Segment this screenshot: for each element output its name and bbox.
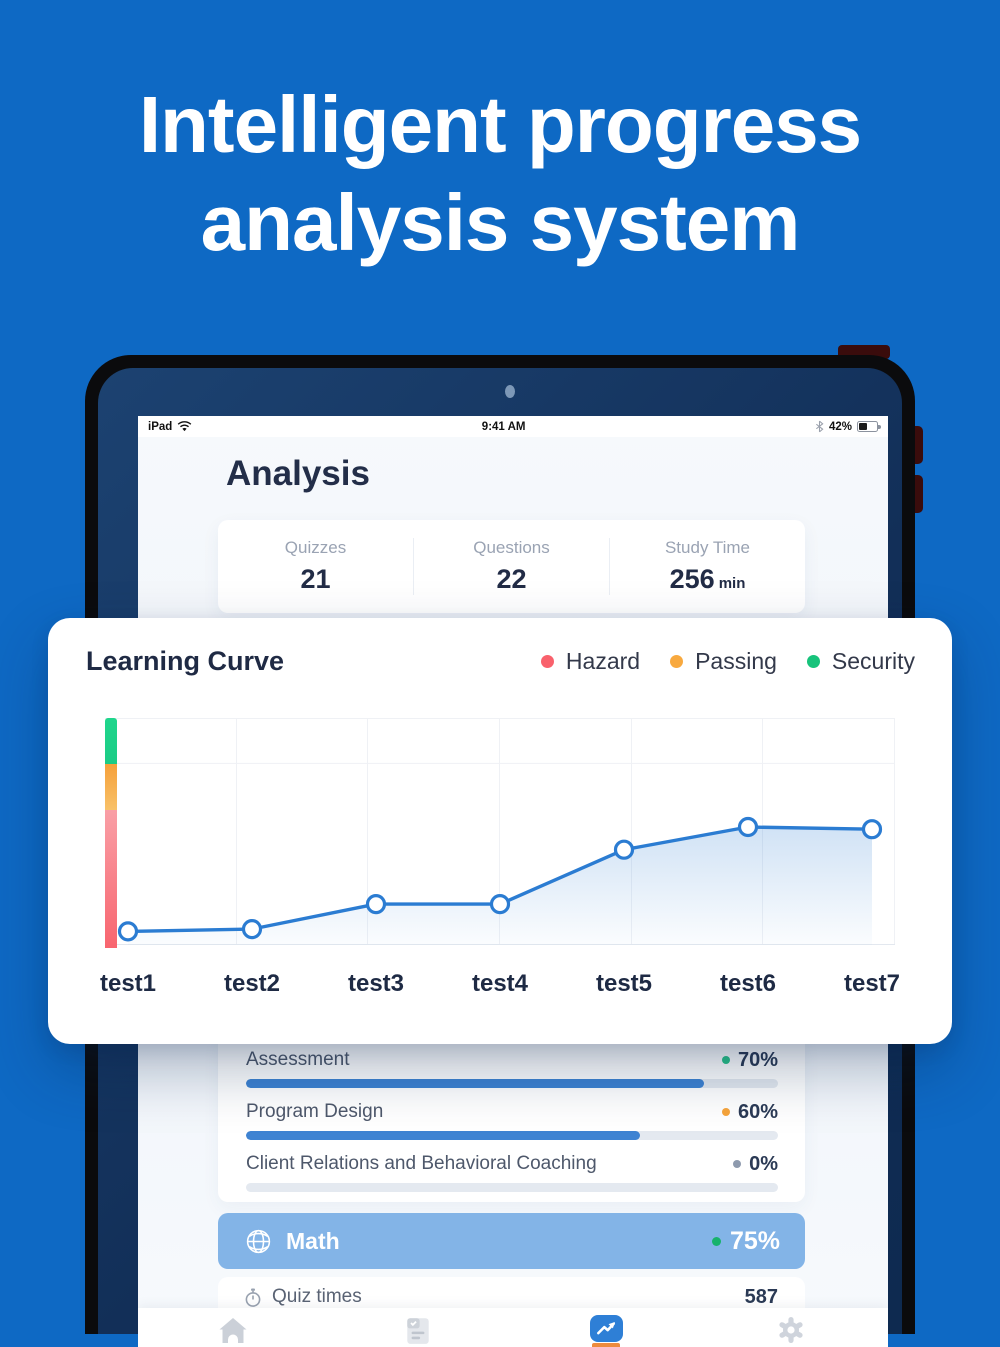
battery-percent-label: 42% <box>828 420 852 433</box>
stat-questions: Questions 22 <box>413 538 609 595</box>
stats-summary-card: Quizzes 21 Questions 22 Study Time 256 mi… <box>218 520 805 613</box>
x-axis-label: test7 <box>843 970 901 997</box>
subject-label: Math <box>286 1227 340 1254</box>
battery-icon <box>857 421 881 432</box>
progress-label: Assessment <box>246 1049 350 1070</box>
progress-value: 60% <box>721 1101 778 1124</box>
learning-curve-card: Learning Curve Hazard Passing Security <box>48 618 952 1044</box>
progress-value: 70% <box>721 1049 778 1072</box>
status-dot <box>721 1108 730 1116</box>
x-axis-label: test6 <box>719 970 777 997</box>
passing-dot-icon <box>670 655 684 668</box>
score-band-colorbar <box>105 718 117 948</box>
globe-icon <box>246 1229 271 1253</box>
tab-analysis-active[interactable] <box>588 1315 624 1347</box>
x-axis-label: test2 <box>223 970 281 997</box>
x-axis-label: test3 <box>347 970 405 997</box>
clock-label: 9:41 AM <box>481 420 526 433</box>
status-dot <box>711 1236 721 1246</box>
home-icon <box>219 1318 247 1343</box>
page-title: Analysis <box>226 454 370 493</box>
hero-title-line2: analysis system <box>200 177 801 267</box>
stat-unit: min <box>718 575 746 592</box>
legend-item-security[interactable]: Security <box>806 648 915 675</box>
progress-row: Program Design 60% <box>246 1099 778 1140</box>
x-axis-label: test5 <box>595 970 653 997</box>
progress-fill <box>246 1079 704 1088</box>
band-hazard <box>105 810 117 948</box>
analysis-chart-icon <box>589 1315 623 1342</box>
carrier-label: iPad <box>148 420 173 433</box>
stat-label: Study Time <box>664 538 751 557</box>
x-axis-labels: test1 test2 test3 test4 test5 test6 test7 <box>100 970 900 1000</box>
progress-label: Program Design <box>246 1101 384 1122</box>
x-axis-label: test1 <box>99 970 157 997</box>
quiz-times-label: Quiz times <box>272 1286 362 1307</box>
hero-title: Intelligent progress analysis system <box>0 76 1000 271</box>
bottom-tab-bar <box>138 1308 888 1347</box>
legend-label: Security <box>831 648 915 674</box>
tab-tests[interactable] <box>400 1315 436 1347</box>
band-security <box>105 718 117 764</box>
gear-icon <box>779 1317 803 1343</box>
stat-label: Quizzes <box>284 538 347 557</box>
active-tab-underline <box>592 1342 620 1347</box>
wifi-icon <box>178 421 192 432</box>
learning-curve-title: Learning Curve <box>86 646 285 676</box>
status-dot <box>733 1160 742 1168</box>
subject-value: 75% <box>729 1226 780 1255</box>
legend-label: Hazard <box>565 648 641 674</box>
tab-home[interactable] <box>215 1315 251 1347</box>
bluetooth-icon <box>815 420 824 433</box>
quiz-times-row: Quiz times 587 <box>218 1277 805 1308</box>
stat-quizzes: Quizzes 21 <box>218 538 413 595</box>
legend-label: Passing <box>695 648 777 674</box>
status-bar: iPad 9:41 AM 42% <box>138 416 888 437</box>
progress-track <box>246 1079 778 1088</box>
stat-study-time: Study Time 256 min <box>609 538 805 595</box>
security-dot-icon <box>806 655 820 668</box>
stat-value: 21 <box>300 564 331 594</box>
progress-track <box>246 1131 778 1140</box>
status-dot <box>721 1056 730 1064</box>
legend-item-passing[interactable]: Passing <box>670 648 777 675</box>
chart-legend: Hazard Passing Security <box>540 648 915 675</box>
progress-row: Client Relations and Behavioral Coaching… <box>246 1151 778 1192</box>
hazard-dot-icon <box>540 655 554 668</box>
subject-section-math[interactable]: Math 75% <box>218 1213 805 1269</box>
stat-value: 256 min <box>669 564 746 594</box>
stopwatch-icon <box>245 1288 261 1307</box>
stat-label: Questions <box>473 538 550 557</box>
progress-value: 0% <box>733 1153 778 1176</box>
legend-item-hazard[interactable]: Hazard <box>540 648 641 675</box>
progress-label: Client Relations and Behavioral Coaching <box>246 1153 597 1174</box>
tab-settings[interactable] <box>773 1315 809 1347</box>
hero-title-line1: Intelligent progress <box>138 80 862 169</box>
skills-progress-card: Assessment 70% Program Design 60% <box>218 1033 805 1202</box>
learning-curve-chart <box>105 718 895 948</box>
line-chart-svg <box>105 718 895 945</box>
band-passing <box>105 764 117 810</box>
progress-row: Assessment 70% <box>246 1047 778 1088</box>
x-axis-label: test4 <box>471 970 529 997</box>
progress-track <box>246 1183 778 1192</box>
front-camera <box>505 385 515 398</box>
quiz-times-value: 587 <box>744 1285 778 1308</box>
test-list-icon <box>407 1318 429 1344</box>
progress-fill <box>246 1131 640 1140</box>
stat-value: 22 <box>496 564 527 594</box>
